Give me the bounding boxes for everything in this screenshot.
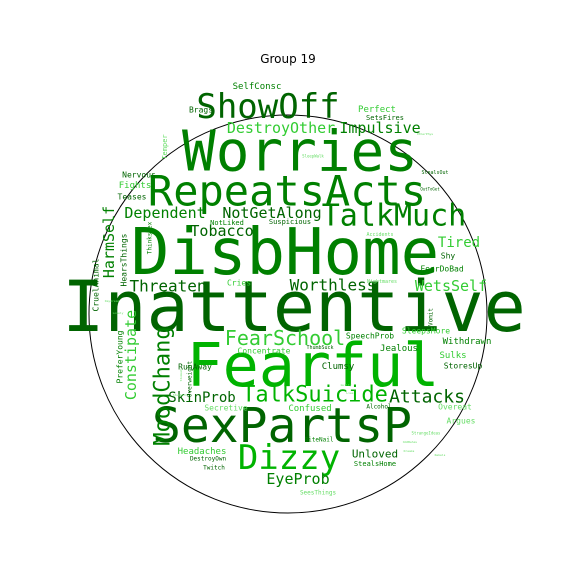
word-unloved: Unloved: [352, 448, 398, 461]
word-accidents: Accidents: [366, 232, 393, 238]
word-destroyown: DestroyOwn: [190, 456, 227, 463]
word-jealous: Jealous: [380, 344, 418, 354]
word-sexpartsp: SexPartsP: [152, 398, 412, 454]
word-attacks: Attacks: [389, 387, 465, 408]
word-otherphys: OtherPhys: [417, 132, 433, 136]
word-strangeideas: StrangeIdeas: [412, 431, 441, 436]
word-rebels: Rebels: [435, 453, 446, 457]
word-sleepsmore: SleepsMore: [402, 327, 450, 336]
word-stubborn: Stubborn: [173, 393, 188, 397]
word-lonely: Lonely: [113, 311, 124, 315]
word-stealsout: StealsOut: [421, 170, 448, 176]
word-bitenail: BiteNail: [305, 437, 334, 444]
word-thinkssex: ThinksSex: [147, 221, 154, 254]
word-concentrate: Concentrate: [238, 347, 291, 356]
word-guilty: Guilty: [341, 383, 352, 387]
word-runaway: RunAway: [178, 363, 212, 372]
word-withdrawn: Withdrawn: [443, 337, 492, 347]
word-destroyother: DestroyOther: [227, 119, 335, 137]
word-overeat: Overeat: [438, 403, 472, 412]
word-lies: Lies: [346, 391, 353, 395]
word-sleepwalk: SleepWalk: [302, 154, 324, 159]
word-wetsself: WetsSelf: [415, 277, 487, 295]
word-talkmuch: TalkMuch: [322, 199, 467, 234]
word-cruelanimal: CruelAnimal: [92, 258, 101, 311]
word-temper: Temper: [161, 134, 169, 159]
word-cries: Cries: [227, 279, 251, 288]
word-harmself: HarmSelf: [100, 206, 118, 278]
word-sulks: Sulks: [439, 351, 466, 361]
word-nightmares: Nightmares: [367, 279, 397, 285]
word-nervous: Nervous: [122, 171, 156, 180]
word-clumsy: Clumsy: [322, 362, 355, 372]
word-feardobad: FearDoBad: [420, 265, 464, 274]
word-seesthings: SeesThings: [300, 490, 337, 497]
word-tobacco: Tobacco: [190, 222, 253, 240]
word-perfect: Perfect: [358, 105, 396, 115]
word-stealshome: StealsHome: [354, 460, 396, 468]
word-hearsthings: HearsThings: [120, 233, 129, 286]
word-brags: Brags: [189, 106, 213, 115]
word-notliked: NotLiked: [210, 219, 244, 227]
word-thumbsuck: ThumbSuck: [306, 345, 333, 351]
word-daydream: Daydream: [105, 299, 120, 303]
word-alcohol: Alcohol: [366, 404, 392, 411]
word-notgetalong: NotGetAlong: [222, 204, 321, 222]
word-worthless: Worthless: [290, 276, 377, 295]
word-preferyoung: PreferYoung: [116, 330, 125, 383]
word-speechprob: SpeechProb: [346, 332, 394, 341]
chart-title: Group 19: [260, 52, 316, 66]
word-confused: Confused: [288, 404, 331, 414]
word-outtoget: OutToGet: [420, 187, 440, 192]
word-oddbehav: OddBehav: [403, 440, 418, 444]
word-argues: Argues: [447, 417, 476, 426]
word-overweight: Overweight: [187, 361, 194, 398]
word-suspicious: Suspicious: [269, 218, 311, 226]
word-moodchang: MoodChang: [151, 326, 176, 445]
word-dizzy: Dizzy: [238, 438, 340, 478]
word-setsfires: SetsFires: [366, 114, 404, 122]
word-worries: Worries: [182, 120, 418, 185]
word-threaten: Threaten: [129, 277, 206, 296]
word-dreams: Dreams: [404, 449, 415, 453]
word-twitch: Twitch: [203, 465, 225, 472]
word-skinprob: SkinProb: [168, 390, 235, 406]
word-disbhome: DisbHome: [131, 216, 439, 290]
word-shy: Shy: [441, 252, 456, 261]
word-fearful: Fearful: [187, 331, 440, 401]
word-repeatsacts: RepeatsActs: [148, 167, 426, 216]
word-fearschool: FearSchool: [225, 326, 345, 350]
word-stomach: Stomach: [179, 368, 183, 381]
word-secretive: Secretive: [204, 404, 248, 413]
word-eyeprob: EyeProb: [266, 470, 329, 488]
word-dependent: Dependent: [124, 204, 205, 222]
word-talksuicide: TalkSuicide: [242, 383, 388, 408]
word-fights: Fights: [119, 181, 152, 191]
word-selfconsc: SelfConsc: [233, 82, 282, 92]
word-showoff: ShowOff: [196, 87, 339, 127]
word-impulsive: Impulsive: [339, 119, 420, 137]
word-storesup: StoresUp: [444, 362, 483, 371]
word-constipate: Constipate: [122, 310, 140, 400]
word-teases: Teases: [118, 193, 147, 202]
word-vomit: Vomit: [428, 308, 435, 326]
word-headaches: Headaches: [178, 447, 227, 457]
cloud-outline: [88, 114, 488, 514]
word-inattentive: Inattentive: [62, 266, 526, 348]
word-tired: Tired: [438, 235, 480, 251]
